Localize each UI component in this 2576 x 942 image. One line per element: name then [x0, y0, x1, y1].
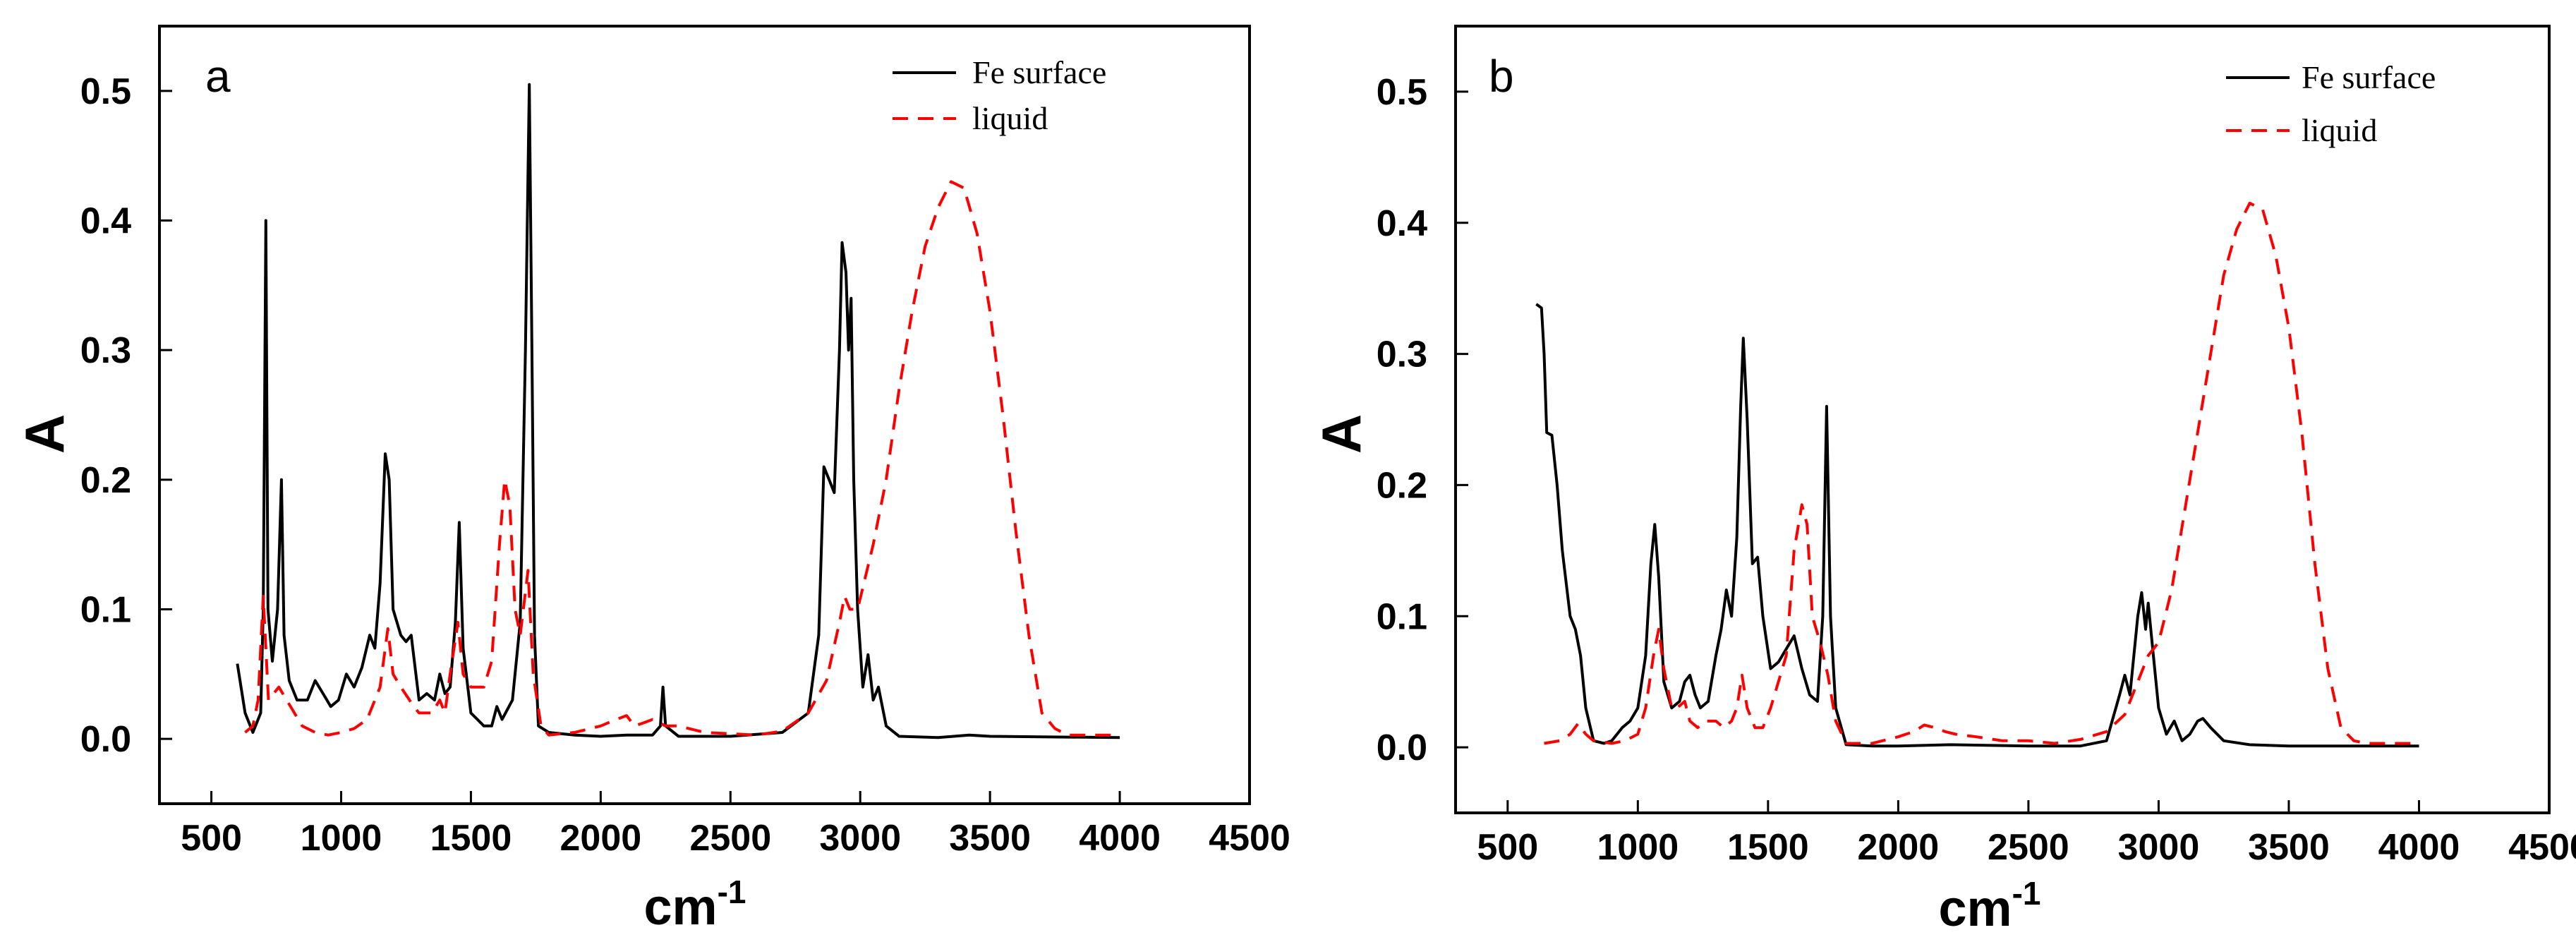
panel-a-xtick-label: 3000 — [819, 818, 901, 859]
panel-a-xtick-label: 2000 — [560, 818, 642, 859]
panel-b-legend-surface-label: Fe surface — [2302, 59, 2436, 95]
panel-a-series-fe-surface — [236, 83, 1120, 739]
panel-a-frame — [158, 25, 1251, 805]
panel-b-xlabel: cm-1 — [1939, 875, 2041, 937]
panel-b-ytick-label: 0.3 — [1377, 334, 1427, 375]
panel-b-ytick-label: 0.2 — [1377, 465, 1427, 506]
panel-b-ylabel: A — [1310, 414, 1372, 454]
panel-b-series-fe-surface — [1535, 303, 2419, 748]
panel-b-xtick-label: 3000 — [2118, 827, 2200, 868]
panel-a-xlabel-exp: -1 — [718, 874, 746, 910]
panel-b-xtick-label: 3500 — [2248, 827, 2330, 868]
panel-a-xtick-label: 4000 — [1079, 818, 1161, 859]
panel-b-ytick-label: 0.1 — [1377, 596, 1427, 637]
panel-a-xlabel-unit: cm — [644, 879, 718, 936]
panel-b-xtick-label: 2000 — [1858, 827, 1940, 868]
panel-b-legend-liquid-label: liquid — [2302, 112, 2377, 148]
panel-b-ytick-label: 0.0 — [1377, 727, 1427, 768]
panel-a-ytick-label: 0.2 — [80, 460, 131, 501]
panel-a-label: a — [205, 51, 231, 102]
panel-a-ytick-label: 0.0 — [80, 719, 131, 760]
panel-a-xtick-label: 2500 — [689, 818, 771, 859]
panel-a-ytick-label: 0.5 — [80, 71, 131, 112]
panel-b-yticks: 0.0 0.1 0.2 0.3 0.4 0.5 — [1377, 72, 1468, 768]
panel-a-xtick-label: 500 — [181, 818, 242, 859]
panel-a-series — [236, 83, 1120, 739]
panel-a-xticks: 500 1000 1500 2000 2500 3000 3500 4000 4500 — [181, 791, 1290, 859]
panel-a-legend-liquid-label: liquid — [972, 100, 1048, 136]
panel-b-xtick-label: 1500 — [1727, 827, 1809, 868]
panel-b-ytick-label: 0.4 — [1377, 203, 1427, 244]
panel-a-ytick-label: 0.3 — [80, 330, 131, 371]
panel-a-xtick-label: 3500 — [949, 818, 1031, 859]
panel-b-xtick-label: 500 — [1477, 827, 1538, 868]
panel-b-xtick-label: 1000 — [1597, 827, 1679, 868]
panel-a-legend: Fe surface liquid — [893, 54, 1106, 136]
panel-b-xlabel-unit: cm — [1939, 881, 2012, 937]
panel-a: 500 1000 1500 2000 2500 3000 3500 4000 4500 0.00… — [13, 25, 1290, 936]
panel-a-xtick-label: 1500 — [430, 818, 512, 859]
panel-a-ylabel: A — [13, 414, 75, 454]
panel-a-ytick-label: 0.1 — [80, 590, 131, 631]
panel-a-yticks: 0.0 0.1 0.2 0.3 0.4 0.5 — [80, 71, 172, 760]
panel-a-xtick-label: 1000 — [301, 818, 382, 859]
panel-b-series — [1535, 201, 2419, 748]
panel-a-xtick-label: 4500 — [1209, 818, 1290, 859]
panel-b-ytick-label: 0.5 — [1377, 72, 1427, 113]
panel-b-xtick-label: 2500 — [1988, 827, 2069, 868]
panel-b-frame — [1454, 25, 2551, 814]
panel-b-xticks: 500 1000 1500 2000 2500 3000 3500 4000 4500 — [1477, 800, 2576, 868]
panel-b-series-liquid — [1544, 201, 2419, 745]
panel-b-label: b — [1489, 51, 1514, 102]
panel-b-xtick-label: 4000 — [2378, 827, 2460, 868]
panel-a-legend-surface-label: Fe surface — [972, 54, 1106, 90]
panel-b-xlabel-exp: -1 — [2012, 875, 2041, 912]
panel-a-ytick-label: 0.4 — [80, 201, 131, 242]
panel-a-series-liquid — [244, 180, 1120, 737]
panel-b-legend: Fe surface liquid — [2226, 59, 2436, 148]
panel-b-xtick-label: 4500 — [2508, 827, 2576, 868]
panel-a-xlabel: cm-1 — [644, 874, 746, 936]
